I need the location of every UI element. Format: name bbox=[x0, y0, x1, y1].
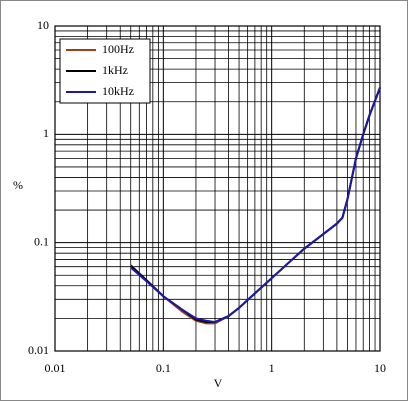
x-tick-label: 10 bbox=[374, 361, 386, 375]
x-tick-label: 1 bbox=[269, 361, 275, 375]
plot-border bbox=[54, 25, 381, 352]
y-tick-label: 0.1 bbox=[34, 234, 49, 248]
y-tick-label: 1 bbox=[43, 126, 49, 140]
legend-label: 10kHz bbox=[102, 84, 134, 98]
y-axis-label: % bbox=[13, 178, 23, 192]
x-axis-label: V bbox=[214, 376, 223, 390]
legend-label: 100Hz bbox=[102, 42, 134, 56]
series-line bbox=[130, 87, 381, 324]
y-tick-label: 0.01 bbox=[28, 343, 49, 357]
y-tick-label: 10 bbox=[37, 18, 49, 32]
x-tick-label: 0.1 bbox=[156, 361, 171, 375]
legend-label: 1kHz bbox=[102, 63, 128, 77]
x-tick-label: 0.01 bbox=[45, 361, 66, 375]
